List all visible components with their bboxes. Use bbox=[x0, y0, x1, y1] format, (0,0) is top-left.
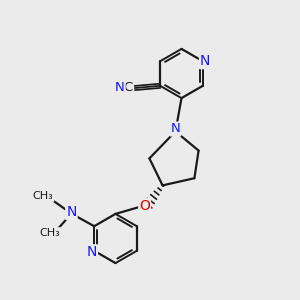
Text: O: O bbox=[139, 199, 150, 212]
Text: CH₃: CH₃ bbox=[33, 191, 54, 201]
Text: CH₃: CH₃ bbox=[40, 228, 61, 238]
Text: N: N bbox=[66, 205, 76, 219]
Text: N: N bbox=[87, 245, 97, 259]
Text: N: N bbox=[115, 81, 125, 94]
Text: C: C bbox=[124, 81, 133, 94]
Text: N: N bbox=[171, 122, 180, 136]
Text: N: N bbox=[200, 54, 210, 68]
